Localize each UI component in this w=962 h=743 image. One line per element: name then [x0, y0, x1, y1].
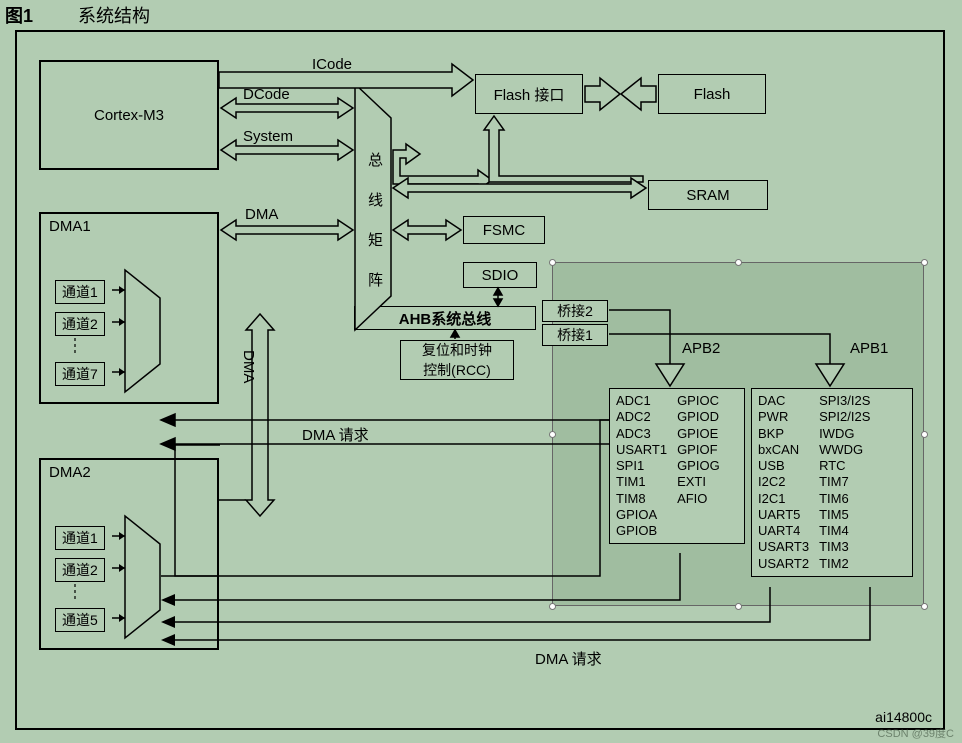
dcode-label: DCode	[243, 86, 290, 103]
dma-label: DMA	[245, 206, 278, 223]
dma-req2-label: DMA 请求	[535, 648, 602, 669]
system-label: System	[243, 128, 293, 145]
apb2-label: APB2	[682, 340, 720, 357]
icode-label: ICode	[312, 56, 352, 73]
connections	[0, 0, 962, 743]
dma-vert-label: DMA	[240, 350, 257, 383]
dma-req1-label: DMA 请求	[302, 424, 369, 445]
watermark: CSDN @39度C	[877, 725, 954, 741]
footer-code: ai14800c	[875, 709, 932, 725]
apb1-label: APB1	[850, 340, 888, 357]
